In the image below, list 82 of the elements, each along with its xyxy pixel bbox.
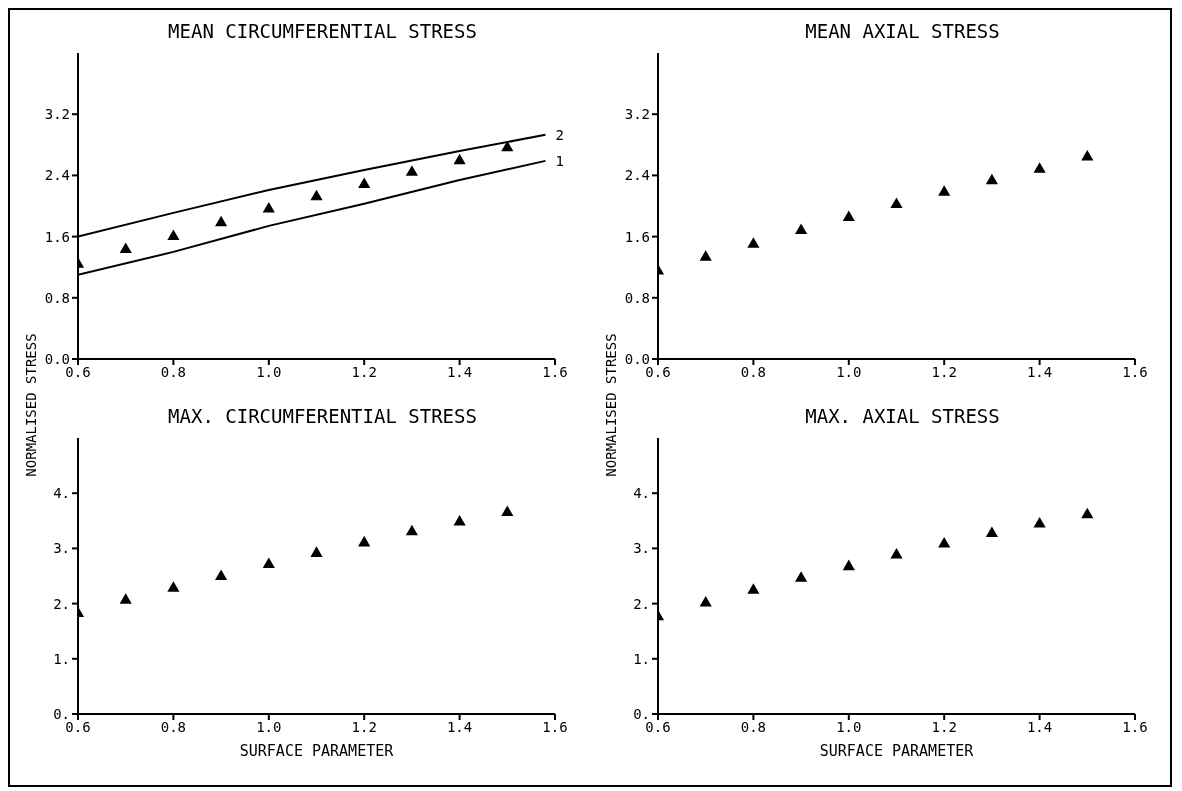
- point: [938, 536, 951, 548]
- point: [1081, 507, 1094, 519]
- y-tick-label: 1.6: [624, 228, 650, 245]
- x-tick-label: 1.2: [931, 363, 957, 380]
- series-label: 1: [555, 152, 564, 169]
- point: [747, 583, 760, 594]
- point: [890, 548, 903, 559]
- point: [501, 505, 514, 517]
- chart-title: MAX. AXIAL STRESS: [805, 405, 1000, 427]
- point: [890, 197, 903, 208]
- point: [215, 215, 228, 227]
- y-tick-label: 3.: [633, 540, 650, 557]
- point: [119, 593, 132, 604]
- x-tick-label: 1.2: [351, 718, 377, 735]
- x-tick-label: 1.0: [836, 718, 862, 735]
- point: [1033, 162, 1046, 173]
- y-axis-title: NORMALISED STRESS: [603, 333, 620, 477]
- x-tick-label: 1.6: [1122, 718, 1148, 735]
- chart-title: MEAN AXIAL STRESS: [804, 19, 1001, 44]
- y-tick-label: 1.6: [44, 228, 70, 245]
- series-label: 2: [555, 126, 564, 143]
- point: [842, 559, 855, 571]
- y-tick-label: 1.: [53, 650, 70, 667]
- point: [262, 202, 275, 213]
- point: [1033, 517, 1046, 528]
- y-tick-label: 3.2: [624, 106, 650, 123]
- point: [985, 526, 998, 538]
- y-tick-label: 3.2: [44, 106, 70, 123]
- y-tick-label: 2.4: [624, 167, 650, 184]
- x-tick-label: 0.8: [160, 363, 187, 380]
- x-tick-label: 1.0: [256, 718, 282, 735]
- point: [358, 535, 371, 547]
- x-tick-label: 0.8: [160, 718, 187, 735]
- point: [795, 571, 808, 582]
- x-tick-label: 1.4: [1026, 363, 1053, 380]
- x-tick-label: 1.0: [836, 363, 862, 380]
- chart-title: MEAN CIRCUMFERENTIAL STRESS: [167, 19, 478, 44]
- point: [215, 569, 228, 581]
- chart-title: MAX. CIRCUMFERENTIAL STRESS: [168, 405, 477, 427]
- y-tick-label: 0.8: [44, 289, 70, 306]
- point: [262, 557, 275, 568]
- x-tick-label: 1.2: [931, 718, 957, 735]
- x-tick-label: 1.0: [256, 363, 282, 380]
- point: [699, 596, 712, 607]
- point: [938, 185, 951, 196]
- y-tick-label: 4.: [633, 485, 650, 502]
- point: [405, 165, 418, 176]
- point: [405, 524, 418, 536]
- point: [310, 546, 323, 557]
- point: [747, 237, 760, 248]
- x-tick-label: 1.4: [446, 363, 473, 380]
- x-tick-label: 1.6: [542, 718, 568, 735]
- x-tick-label: 1.4: [446, 718, 473, 735]
- point: [453, 153, 466, 165]
- point: [167, 581, 180, 592]
- point: [310, 189, 323, 201]
- y-axis-title: NORMALISED STRESS: [23, 333, 40, 477]
- y-tick-label: 3.: [53, 540, 70, 557]
- point: [453, 514, 466, 526]
- point: [795, 223, 808, 234]
- x-tick-label: 1.6: [1122, 363, 1148, 380]
- x-axis-title: SURFACE PARAMETER: [239, 742, 395, 760]
- point: [501, 140, 514, 152]
- y-tick-label: 2.: [53, 595, 70, 612]
- x-tick-label: 1.2: [351, 363, 377, 380]
- x-axis-title: SURFACE PARAMETER: [819, 742, 975, 760]
- y-tick-label: 4.: [53, 485, 70, 502]
- point: [358, 177, 371, 189]
- y-tick-label: 1.: [633, 650, 650, 667]
- x-tick-label: 1.4: [1026, 718, 1053, 735]
- y-tick-label: 2.: [633, 595, 650, 612]
- x-tick-label: 1.6: [542, 363, 568, 380]
- point: [699, 250, 712, 261]
- y-tick-label: 2.4: [44, 167, 70, 184]
- y-tick-label: 0.8: [624, 289, 650, 306]
- point: [119, 242, 132, 254]
- point: [842, 210, 855, 221]
- point: [985, 173, 998, 185]
- x-tick-label: 0.8: [740, 363, 767, 380]
- x-tick-label: 0.8: [740, 718, 767, 735]
- point: [1081, 150, 1094, 161]
- point: [167, 229, 180, 241]
